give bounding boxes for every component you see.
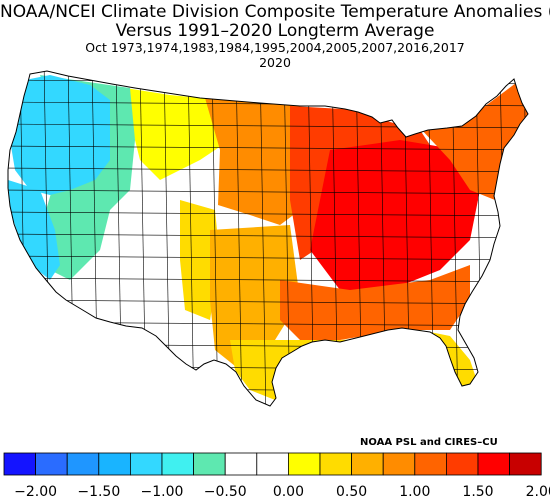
region-southern-plains	[210, 225, 300, 370]
composite-year-extra: 2020	[259, 55, 291, 70]
legend-tick-label: 2.00	[526, 484, 550, 499]
legend-swatch	[35, 452, 68, 476]
legend-tick-label: 0.50	[336, 484, 367, 499]
legend-swatch	[414, 452, 447, 476]
legend-swatch	[98, 452, 131, 476]
legend-tick-label: 1.00	[399, 484, 430, 499]
legend-swatch	[129, 452, 163, 476]
us-outline	[7, 70, 529, 407]
legend-swatch	[319, 452, 353, 476]
region-northern-plains	[205, 98, 300, 225]
legend-tick-label: −1.50	[77, 484, 120, 499]
legend-swatch	[256, 452, 289, 476]
legend-swatch	[445, 452, 479, 476]
legend-tick-label: 1.50	[462, 484, 493, 499]
legend-swatch	[351, 452, 384, 476]
legend-swatch	[224, 452, 258, 476]
legend-swatch	[509, 452, 542, 476]
legend-swatch	[287, 452, 321, 476]
region-northern-rockies	[125, 88, 230, 180]
legend-swatch	[66, 452, 100, 476]
legend-swatch	[193, 452, 226, 476]
legend-tick-label: −0.50	[204, 484, 247, 499]
composite-years: Oct 1973,1974,1983,1984,1995,2004,2005,2…	[85, 40, 465, 55]
legend-swatch	[3, 452, 37, 476]
legend-tick-label: 0.00	[273, 484, 304, 499]
legend-swatch	[382, 452, 416, 476]
region-pacific-northwest-coast	[10, 75, 110, 195]
legend-swatch	[477, 452, 511, 476]
map-title: NOAA/NCEI Climate Division Composite Tem…	[0, 2, 550, 22]
legend-tick-label: −2.00	[14, 484, 57, 499]
map-subtitle: Versus 1991–2020 Longterm Average	[115, 21, 435, 41]
data-credit: NOAA PSL and CIRES–CU	[360, 437, 498, 448]
legend-swatch	[161, 452, 195, 476]
legend-tick-label: −1.00	[141, 484, 184, 499]
